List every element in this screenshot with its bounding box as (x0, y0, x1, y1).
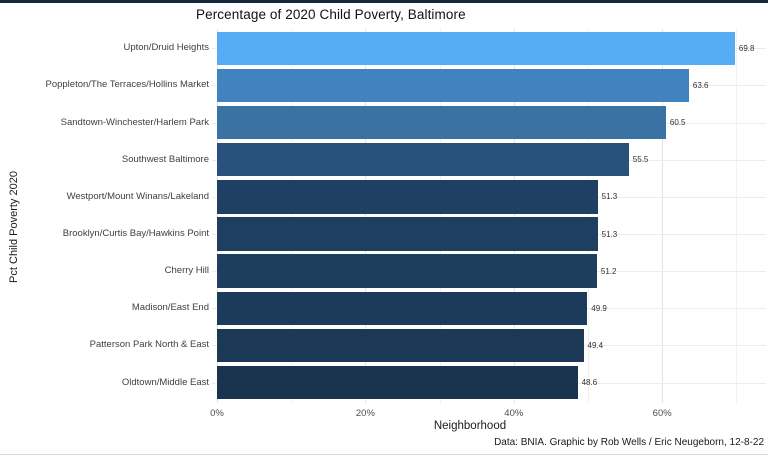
data-credit-caption: Data: BNIA. Graphic by Rob Wells / Eric … (494, 437, 764, 448)
major-gridline (662, 29, 664, 403)
x-tick-label: 0% (210, 408, 224, 419)
minor-gridline (588, 29, 589, 403)
bar (217, 180, 598, 214)
major-gridline (217, 29, 218, 403)
value-label: 51.3 (601, 229, 618, 239)
row-gridline (212, 382, 766, 384)
value-label: 49.4 (587, 340, 604, 350)
row-gridline (212, 85, 766, 87)
category-label: Upton/Druid Heights (123, 42, 209, 54)
bar (217, 328, 584, 363)
value-label: 69.8 (738, 43, 755, 53)
minor-gridline (439, 29, 441, 403)
top-border-line (0, 0, 768, 3)
bar (217, 68, 689, 103)
chart-title: Percentage of 2020 Child Poverty, Baltim… (196, 7, 466, 22)
bar (217, 254, 597, 288)
row-gridline (212, 308, 766, 310)
value-label: 51.3 (601, 192, 618, 202)
category-label: Sandtown-Winchester/Harlem Park (60, 116, 209, 128)
category-label: Madison/East End (131, 302, 209, 314)
row-gridline (212, 271, 766, 273)
category-label: Westport/Mount Winans/Lakeland (66, 190, 209, 202)
row-gridline (212, 122, 766, 124)
x-tick-label: 20% (355, 408, 375, 419)
value-label: 49.9 (591, 303, 607, 313)
major-gridline (513, 29, 515, 403)
category-label: Patterson Park North & East (89, 339, 209, 351)
bottom-hairline (0, 454, 768, 455)
value-label: 60.5 (669, 118, 686, 128)
x-axis-label: Neighborhood (433, 420, 507, 432)
category-label: Oldtown/Middle East (121, 376, 209, 388)
x-tick-label: 60% (652, 408, 672, 419)
bar (217, 217, 598, 251)
category-label: Southwest Baltimore (121, 153, 209, 165)
value-label: 48.6 (581, 378, 598, 388)
value-label: 55.5 (632, 155, 649, 165)
value-label: 51.2 (600, 266, 617, 276)
row-gridline (212, 48, 766, 50)
row-gridline (212, 159, 766, 161)
bar (217, 291, 588, 326)
major-gridline (365, 29, 367, 403)
y-axis-label: Pct Child Poverty 2020 (8, 171, 20, 283)
x-tick-label: 40% (504, 408, 524, 419)
minor-gridline (736, 29, 738, 403)
value-label: 63.6 (692, 80, 709, 90)
category-label: Cherry Hill (164, 265, 209, 277)
row-gridline (212, 196, 766, 198)
row-gridline (212, 345, 766, 347)
category-label: Poppleton/The Terraces/Hollins Market (45, 79, 209, 91)
category-label: Brooklyn/Curtis Bay/Hawkins Point (62, 228, 209, 239)
bar (217, 365, 578, 400)
row-gridline (212, 234, 766, 235)
bar (217, 105, 666, 140)
minor-gridline (291, 29, 293, 403)
bar (217, 142, 629, 177)
bar (217, 31, 735, 65)
